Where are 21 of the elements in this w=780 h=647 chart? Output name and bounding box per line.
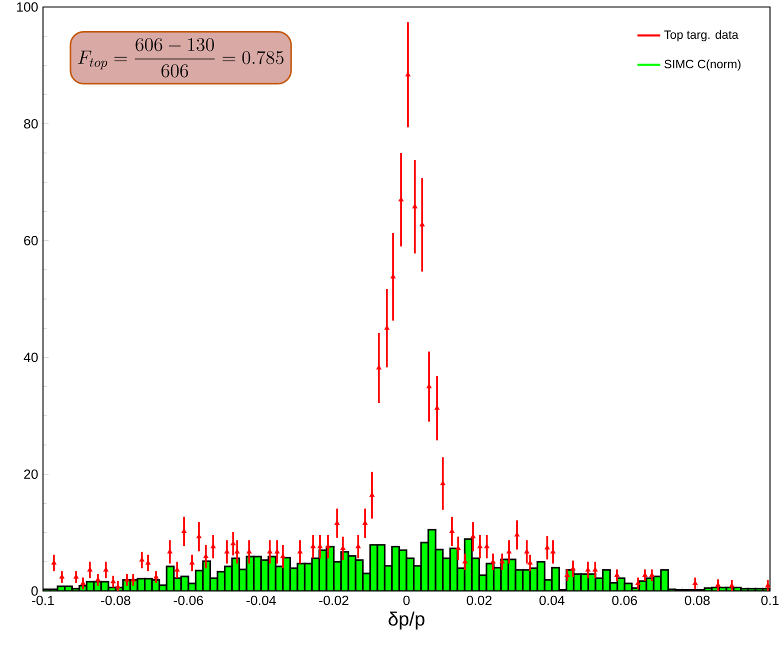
y-tick-label: 20	[24, 469, 38, 479]
legend-label: SIMC C(norm)	[664, 59, 741, 71]
y-tick-label: 0	[31, 586, 38, 596]
legend-label: Top targ. data	[664, 30, 738, 42]
x-tick-label: 0.06	[612, 596, 638, 606]
x-tick-label: -0.04	[246, 596, 276, 606]
x-tick-label: -0.06	[174, 596, 204, 606]
x-tick-label: 0.02	[466, 596, 492, 606]
x-tick-label: 0.04	[539, 596, 564, 606]
x-axis-title: δp/p	[388, 612, 424, 630]
y-tick-label: 40	[24, 352, 38, 362]
x-tick-label: -0.1	[32, 596, 54, 606]
x-tick-label: 0	[403, 596, 410, 606]
y-tick-label: 80	[24, 119, 38, 129]
x-tick-label: 0.1	[761, 596, 779, 606]
x-tick-label: 0.08	[684, 596, 710, 606]
x-tick-label: -0.08	[101, 596, 130, 606]
x-tick-label: -0.02	[319, 596, 348, 606]
y-tick-label: 60	[24, 236, 38, 246]
y-tick-label: 100	[17, 2, 38, 12]
annotation: $F_{top} = \frac{606-130}{606} = 0.785$	[78, 38, 284, 78]
